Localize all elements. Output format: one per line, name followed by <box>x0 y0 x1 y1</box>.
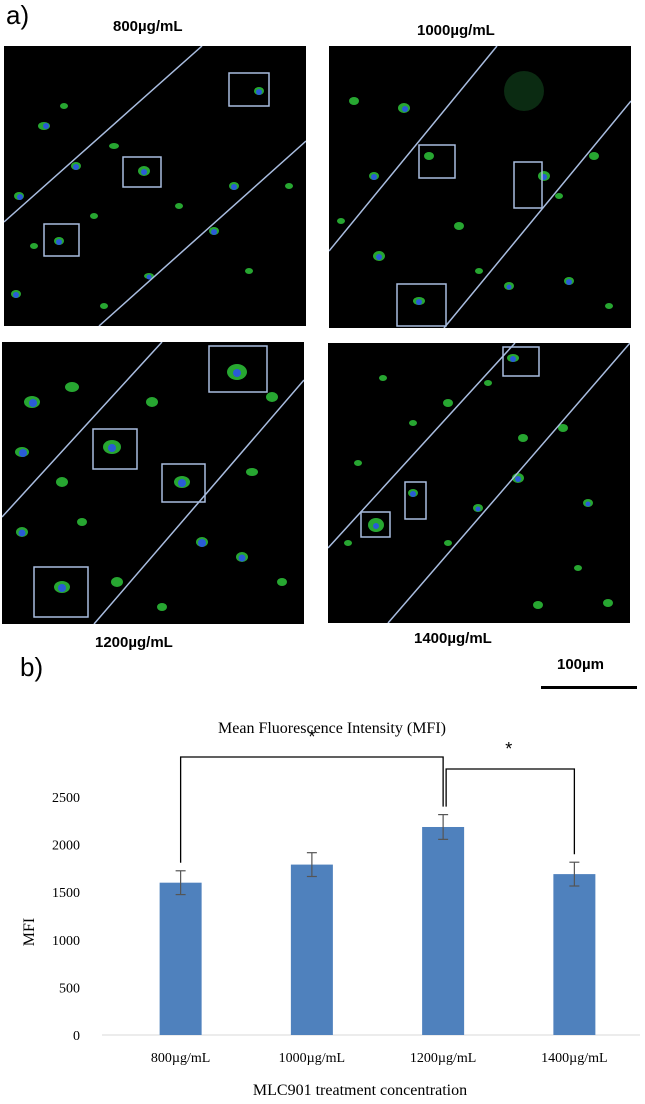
significance-label: * <box>308 727 315 747</box>
y-tick-label: 1500 <box>52 886 80 901</box>
scale-bar-label: 100µm <box>557 656 605 673</box>
micrograph-1400-image <box>328 343 630 623</box>
micrograph-label-800: 800µg/mL <box>113 18 183 35</box>
mfi-bar-chart: Mean Fluorescence Intensity (MFI) MFI ML… <box>21 720 640 1099</box>
bar-1000 <box>290 864 333 1035</box>
y-tick-label: 2000 <box>52 839 80 854</box>
y-tick-label: 2500 <box>52 791 80 806</box>
micrograph-1200-image <box>2 342 304 624</box>
chart-plot-area: 0 500 1000 1500 2000 2500 800µg/mL 1000µg/mL 120… <box>52 727 640 1066</box>
y-tick-label: 1000 <box>52 934 80 949</box>
panel-a-label: a) <box>6 0 30 30</box>
micrograph-800-image <box>4 46 306 326</box>
micrograph-1000-image <box>329 46 631 328</box>
x-tick-label: 1400µg/mL <box>541 1051 607 1066</box>
bar-1200 <box>422 826 465 1035</box>
x-tick-label: 1000µg/mL <box>279 1051 345 1066</box>
chart-title: Mean Fluorescence Intensity (MFI) <box>218 720 446 737</box>
x-axis-label: MLC901 treatment concentration <box>253 1082 467 1099</box>
x-tick-label: 800µg/mL <box>151 1051 210 1066</box>
scale-bar <box>541 686 637 689</box>
micrograph-1200 <box>2 342 304 624</box>
micrograph-label-1400: 1400µg/mL <box>414 630 492 647</box>
y-axis-label: MFI <box>21 918 38 946</box>
bar-800 <box>159 882 202 1035</box>
y-tick-label: 500 <box>59 981 80 996</box>
micrograph-label-1200: 1200µg/mL <box>95 634 173 651</box>
bar-1400 <box>553 874 596 1035</box>
y-tick-label: 0 <box>73 1029 80 1044</box>
significance-label: * <box>505 739 512 759</box>
significance-bracket <box>445 768 576 855</box>
x-tick-label: 1200µg/mL <box>410 1051 476 1066</box>
panel-b-label: b) <box>20 652 44 682</box>
significance-bracket <box>179 756 444 863</box>
micrograph-label-1000: 1000µg/mL <box>417 22 495 39</box>
micrograph-800 <box>4 46 306 326</box>
micrograph-1400 <box>328 343 630 623</box>
micrograph-1000 <box>329 46 631 328</box>
